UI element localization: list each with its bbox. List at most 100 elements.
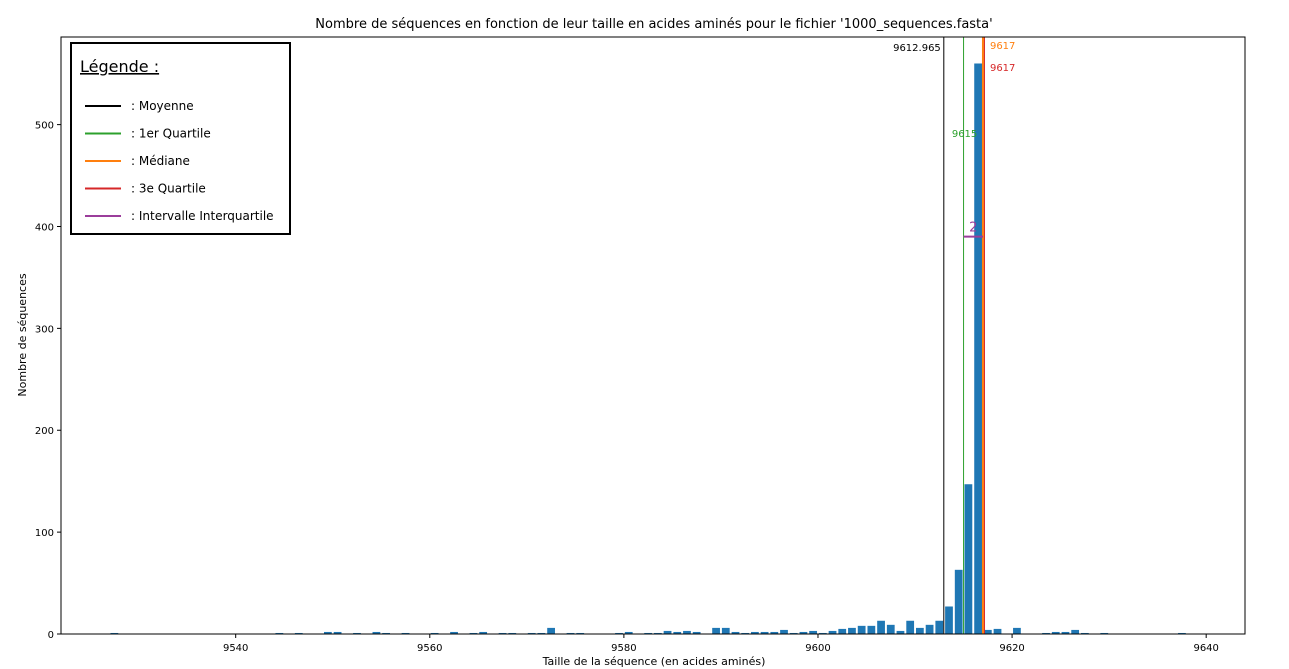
x-axis-label: Taille de la séquence (en acides aminés)	[542, 655, 766, 668]
legend-entries: : Moyenne : 1er Quartile : Médiane : 3e Qua…	[85, 99, 274, 223]
bar	[527, 632, 536, 634]
x-tick-label: 9600	[805, 643, 830, 654]
bar	[993, 628, 1002, 634]
bar	[450, 631, 458, 634]
bar	[576, 632, 585, 634]
legend: Légende : : Moyenne : 1er Quartile : Média…	[70, 42, 291, 235]
bar	[275, 632, 284, 634]
legend-entry-label: : Moyenne	[131, 99, 194, 113]
bar	[1100, 632, 1109, 634]
bar	[498, 632, 507, 634]
bar	[1051, 631, 1060, 634]
bar	[624, 631, 633, 634]
bar	[925, 624, 934, 634]
bar	[1080, 632, 1089, 634]
bar	[789, 632, 798, 634]
bar	[799, 631, 808, 634]
bar	[382, 632, 390, 634]
bar	[818, 632, 827, 634]
plot-border	[60, 36, 1246, 635]
q1-label: 9615	[952, 129, 977, 140]
bar	[838, 628, 847, 634]
bar	[857, 625, 866, 634]
bar	[945, 606, 953, 634]
bar	[353, 632, 361, 634]
bar	[867, 625, 876, 634]
bar	[430, 632, 439, 634]
legend-title: Légende :	[80, 57, 159, 76]
bar	[294, 632, 303, 634]
bar	[110, 632, 119, 634]
bar	[828, 630, 837, 634]
y-tick-label: 100	[35, 528, 54, 539]
bar	[877, 620, 885, 634]
legend-entry-label: : Médiane	[131, 154, 190, 168]
mean-label: 9612.965	[893, 43, 941, 54]
bar	[644, 632, 653, 634]
bar	[508, 632, 517, 634]
bar	[333, 631, 342, 634]
bar	[469, 632, 478, 634]
bar	[653, 632, 662, 634]
bar	[1042, 632, 1050, 634]
bar	[372, 631, 381, 634]
iqr-label: 2	[969, 221, 977, 236]
bar	[809, 630, 818, 634]
bar	[401, 632, 410, 634]
x-tick-label: 9640	[1193, 643, 1218, 654]
bar	[780, 629, 788, 634]
y-tick-label: 400	[35, 222, 54, 233]
bar	[886, 624, 895, 634]
bar	[692, 631, 701, 634]
bar	[1071, 629, 1080, 634]
x-tick-label: 9580	[611, 643, 636, 654]
y-tick-label: 300	[35, 324, 54, 335]
y-tick-label: 0	[48, 630, 54, 641]
bars-group	[110, 63, 1186, 635]
bar	[954, 569, 963, 634]
bar	[479, 631, 488, 634]
bar	[741, 632, 750, 634]
y-tick-label: 500	[35, 121, 54, 132]
bar	[848, 627, 856, 634]
y-axis-label: Nombre de séquences	[16, 273, 29, 396]
bar	[547, 627, 555, 634]
bar	[935, 620, 944, 634]
bar	[983, 629, 992, 634]
bar	[760, 631, 769, 634]
x-tick-label: 9540	[223, 643, 248, 654]
bar	[964, 484, 973, 634]
bar	[751, 631, 759, 634]
bar	[721, 627, 730, 634]
bar	[1013, 627, 1021, 634]
bar	[906, 620, 915, 634]
bar	[1061, 631, 1070, 634]
legend-box	[70, 42, 291, 235]
bar	[663, 630, 672, 634]
x-tick-label: 9560	[417, 643, 442, 654]
bar	[537, 632, 546, 634]
y-tick-label: 200	[35, 426, 54, 437]
legend-entry-label: : 1er Quartile	[131, 127, 211, 141]
legend-entry-label: : Intervalle Interquartile	[131, 209, 274, 223]
bar	[770, 631, 779, 634]
bar	[615, 632, 623, 634]
bar	[974, 63, 982, 635]
q3-label: 9617	[990, 63, 1015, 74]
bar	[683, 630, 691, 634]
statistic-labels-group: 9612.965 9615 9617 9617 2	[893, 41, 1015, 236]
y-axis-ticks: 0 100 200 300 400 500	[35, 121, 61, 641]
bar	[566, 632, 575, 634]
bar	[712, 627, 720, 634]
bar	[916, 627, 924, 634]
legend-entry-label: : 3e Quartile	[131, 182, 206, 196]
statistic-lines-group	[943, 37, 985, 634]
x-axis-ticks: 9540 9560 9580 9600 9620 9640	[223, 634, 1219, 654]
x-tick-label: 9620	[999, 643, 1024, 654]
chart-title: Nombre de séquences en fonction de leur …	[315, 17, 992, 32]
bar	[324, 631, 332, 634]
median-label: 9617	[990, 41, 1015, 52]
bar	[896, 630, 905, 634]
bar	[673, 631, 682, 634]
